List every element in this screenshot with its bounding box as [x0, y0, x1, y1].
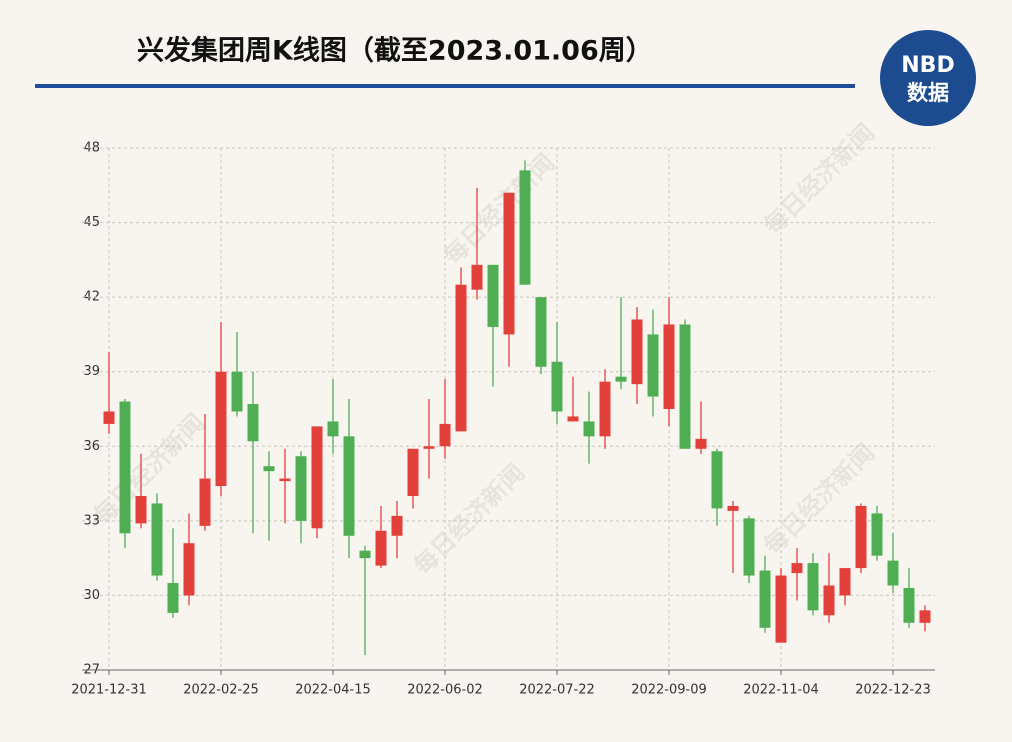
candle-body — [423, 446, 435, 449]
y-tick-label: 45 — [83, 215, 100, 230]
x-tick-label: 2022-04-15 — [295, 683, 371, 698]
x-tick-label: 2022-07-22 — [519, 683, 595, 698]
watermark: 每日经济新闻 — [438, 148, 560, 270]
candle-body — [503, 192, 515, 335]
watermark: 每日经济新闻 — [408, 458, 530, 580]
candle-body — [167, 583, 179, 613]
candle-body — [871, 513, 883, 556]
y-tick-label: 39 — [83, 364, 100, 379]
candle-body — [311, 426, 323, 529]
y-tick-label: 48 — [83, 141, 100, 156]
candle-body — [759, 570, 771, 628]
candle-body — [279, 478, 291, 482]
candle-body — [327, 421, 339, 437]
y-tick-label: 33 — [83, 513, 100, 528]
candle-body — [775, 575, 787, 643]
candle-body — [599, 381, 611, 437]
x-tick-label: 2022-06-02 — [407, 683, 483, 698]
candle-body — [615, 376, 627, 382]
candle-body — [359, 550, 371, 559]
candle-body — [887, 560, 899, 586]
candle-body — [919, 610, 931, 623]
candle-body — [855, 505, 867, 569]
candle-body — [631, 319, 643, 385]
candle-body — [791, 563, 803, 574]
y-tick-label: 36 — [83, 439, 100, 454]
brand-logo — [880, 30, 976, 126]
candle-body — [375, 530, 387, 566]
title-rule — [35, 84, 855, 88]
candle-body — [263, 466, 275, 472]
x-tick-label: 2022-12-23 — [855, 683, 931, 698]
x-tick-label: 2022-09-09 — [631, 683, 707, 698]
candle-body — [567, 416, 579, 422]
x-tick-label: 2022-02-25 — [183, 683, 259, 698]
candle-body — [103, 411, 115, 424]
candle-body — [647, 334, 659, 397]
candle-body — [231, 371, 243, 412]
watermark: 每日经济新闻 — [88, 408, 210, 530]
candle-body — [215, 371, 227, 487]
candle-body — [519, 170, 531, 285]
candle-body — [471, 264, 483, 290]
y-tick-label: 30 — [83, 588, 100, 603]
candle-body — [663, 324, 675, 409]
brand-sub: 数据 — [907, 81, 949, 105]
y-tick-label: 42 — [83, 290, 100, 305]
brand-name: NBD — [901, 53, 954, 78]
candle-body — [679, 324, 691, 449]
candle-body — [151, 503, 163, 576]
candle-body — [247, 404, 259, 442]
chart-title: 兴发集团周K线图（截至2023.01.06周） — [137, 35, 653, 67]
candle-body — [343, 436, 355, 536]
candle-body — [695, 438, 707, 449]
candle-body — [743, 518, 755, 576]
candle-body — [407, 448, 419, 496]
candle-body — [823, 585, 835, 616]
x-tick-label: 2022-11-04 — [743, 683, 819, 698]
candle-body — [711, 451, 723, 509]
candle-body — [455, 284, 467, 432]
candle-body — [727, 505, 739, 511]
candle-body — [839, 568, 851, 596]
candle-body — [583, 421, 595, 437]
candle-body — [551, 361, 563, 412]
candle-body — [119, 401, 131, 534]
candle-body — [535, 297, 547, 367]
candle-body — [487, 264, 499, 327]
candle-body — [295, 456, 307, 521]
candle-body — [439, 423, 451, 447]
candle-body — [903, 587, 915, 623]
candle-body — [391, 515, 403, 536]
watermark: 每日经济新闻 — [758, 118, 880, 240]
candle-body — [135, 496, 147, 524]
candle-body — [183, 543, 195, 596]
candle-body — [807, 563, 819, 611]
x-tick-label: 2021-12-31 — [71, 683, 147, 698]
candle-body — [199, 478, 211, 526]
